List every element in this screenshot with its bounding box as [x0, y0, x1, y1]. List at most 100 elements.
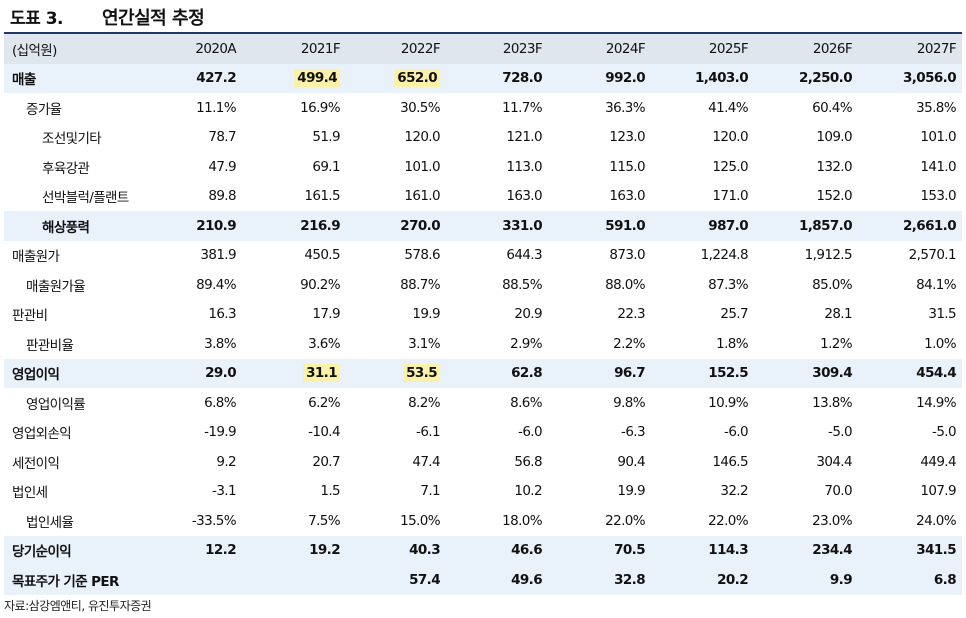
column-header: 2024F [548, 34, 651, 64]
title-divider [4, 32, 962, 34]
cell-value: 591.0 [605, 217, 645, 234]
table-row: 세전이익 9.2 20.7 47.4 56.8 90.4 146.5 304.4 449.4 [4, 447, 962, 477]
cell-value: 19.2 [309, 542, 341, 559]
table-cell: 19.2 [242, 535, 346, 565]
table-cell: -5.0 [754, 418, 858, 448]
table-row: 선박블럭/플랜트 89.8 161.5 161.0 163.0 163.0 171.0 152… [4, 182, 962, 212]
table-cell: 13.8% [754, 388, 858, 418]
cell-value: 9.8% [613, 394, 646, 411]
table-row: 판관비율 3.8% 3.6% 3.1% 2.9% 2.2% 1.8% 1.2% 1.0% [4, 329, 962, 359]
table-cell: 88.7% [346, 270, 446, 300]
cell-value: 20.7 [312, 453, 340, 470]
table-cell: 2,661.0 [858, 211, 962, 241]
cell-value: 578.6 [404, 247, 440, 264]
cell-value: 41.4% [708, 99, 748, 116]
table-cell: 427.2 [174, 63, 242, 93]
cell-value: 31.1 [303, 364, 340, 383]
table-cell: 3.8% [174, 329, 242, 359]
cell-value: 331.0 [502, 217, 542, 234]
table-cell: 2.9% [446, 329, 548, 359]
cell-value: 85.0% [812, 276, 852, 293]
table-row: 당기순이익 12.2 19.2 40.3 46.6 70.5 114.3 234.4 341.5 [4, 535, 962, 565]
row-label: 영업이익률 [26, 396, 86, 413]
row-label: 법인세율 [26, 514, 74, 531]
table-cell: 454.4 [858, 358, 962, 388]
table-cell: 17.9 [242, 300, 346, 330]
row-label: 당기순이익 [4, 535, 174, 565]
table-cell: 9.2 [174, 447, 242, 477]
table-cell: 30.5% [346, 93, 446, 123]
table-row: 영업외손익 -19.9 -10.4 -6.1 -6.0 -6.3 -6.0 -5.0 -5.0 [4, 418, 962, 448]
table-cell: 1.8% [651, 329, 754, 359]
cell-value: -33.5% [191, 512, 237, 529]
table-body: 매출 427.2 499.4 652.0 728.0 992.0 1,403.0 2,250.… [4, 63, 962, 595]
cell-value: 11.1% [196, 99, 236, 116]
table-cell: 171.0 [651, 182, 754, 212]
cell-value: 309.4 [812, 365, 852, 382]
table-cell: 449.4 [858, 447, 962, 477]
table-cell: 15.0% [346, 506, 446, 536]
cell-value: 2,250.0 [798, 70, 853, 87]
row-label: 선박블럭/플랜트 [42, 190, 129, 207]
cell-value: -3.1 [212, 483, 237, 500]
cell-value: 88.7% [400, 276, 440, 293]
table-cell: 2,570.1 [858, 241, 962, 271]
row-label: 매출원가율 [26, 278, 86, 295]
table-cell: 7.5% [242, 506, 346, 536]
table-cell: 56.8 [446, 447, 548, 477]
column-header: 2020A [174, 34, 242, 64]
table-cell: 35.8% [858, 93, 962, 123]
figure-title: 연간실적 추정 [102, 8, 205, 29]
cell-value: -10.4 [308, 424, 341, 441]
table-cell: 2.2% [548, 329, 651, 359]
table-cell: 89.8 [174, 182, 242, 212]
table-cell: 53.5 [346, 358, 446, 388]
table-cell: -6.0 [651, 418, 754, 448]
cell-value: 304.4 [816, 453, 852, 470]
cell-value: 644.3 [506, 247, 542, 264]
table-cell: 987.0 [651, 211, 754, 241]
table-cell: 31.5 [858, 300, 962, 330]
cell-value: 153.0 [920, 188, 956, 205]
table-cell: 341.5 [858, 535, 962, 565]
table-cell: 3.1% [346, 329, 446, 359]
table-cell: 146.5 [651, 447, 754, 477]
row-label: 세전이익 [12, 455, 60, 472]
cell-value: 31.5 [928, 306, 956, 323]
table-cell: 114.3 [651, 535, 754, 565]
table-cell: 163.0 [446, 182, 548, 212]
table-cell: 2,250.0 [754, 63, 858, 93]
table-cell: 161.0 [346, 182, 446, 212]
row-label: 영업이익 [4, 358, 174, 388]
table-cell: 89.4% [174, 270, 242, 300]
cell-value: 113.0 [506, 158, 542, 175]
cell-value: 161.0 [404, 188, 440, 205]
table-cell: 32.2 [651, 477, 754, 507]
table-cell: 41.4% [651, 93, 754, 123]
table-cell: 90.2% [242, 270, 346, 300]
cell-value: 35.8% [916, 99, 956, 116]
table-cell: 11.1% [174, 93, 242, 123]
table-cell: 132.0 [754, 152, 858, 182]
cell-value: 13.8% [812, 394, 852, 411]
cell-value: 2,661.0 [902, 217, 957, 234]
cell-value: 8.6% [510, 394, 543, 411]
cell-value: 15.0% [400, 512, 440, 529]
cell-value: -6.1 [416, 424, 441, 441]
cell-value: 17.9 [312, 306, 340, 323]
table-cell: 29.0 [174, 358, 242, 388]
table-cell: 69.1 [242, 152, 346, 182]
table-cell: 16.9% [242, 93, 346, 123]
cell-value: 47.4 [412, 453, 440, 470]
table-cell: 115.0 [548, 152, 651, 182]
cell-value: -6.3 [621, 424, 646, 441]
cell-value: 163.0 [506, 188, 542, 205]
cell-value: 78.7 [208, 129, 236, 146]
table-cell: 32.8 [548, 565, 651, 595]
table-header-row: (십억원) 2020A 2021F 2022F 2023F 2024F 2025… [4, 34, 962, 64]
table-cell: 70.5 [548, 535, 651, 565]
table-row: 영업이익 29.0 31.1 53.5 62.8 96.7 152.5 309.4 454.4 [4, 358, 962, 388]
table-cell: 499.4 [242, 63, 346, 93]
cell-value: 7.1 [420, 483, 440, 500]
table-cell: 87.3% [651, 270, 754, 300]
